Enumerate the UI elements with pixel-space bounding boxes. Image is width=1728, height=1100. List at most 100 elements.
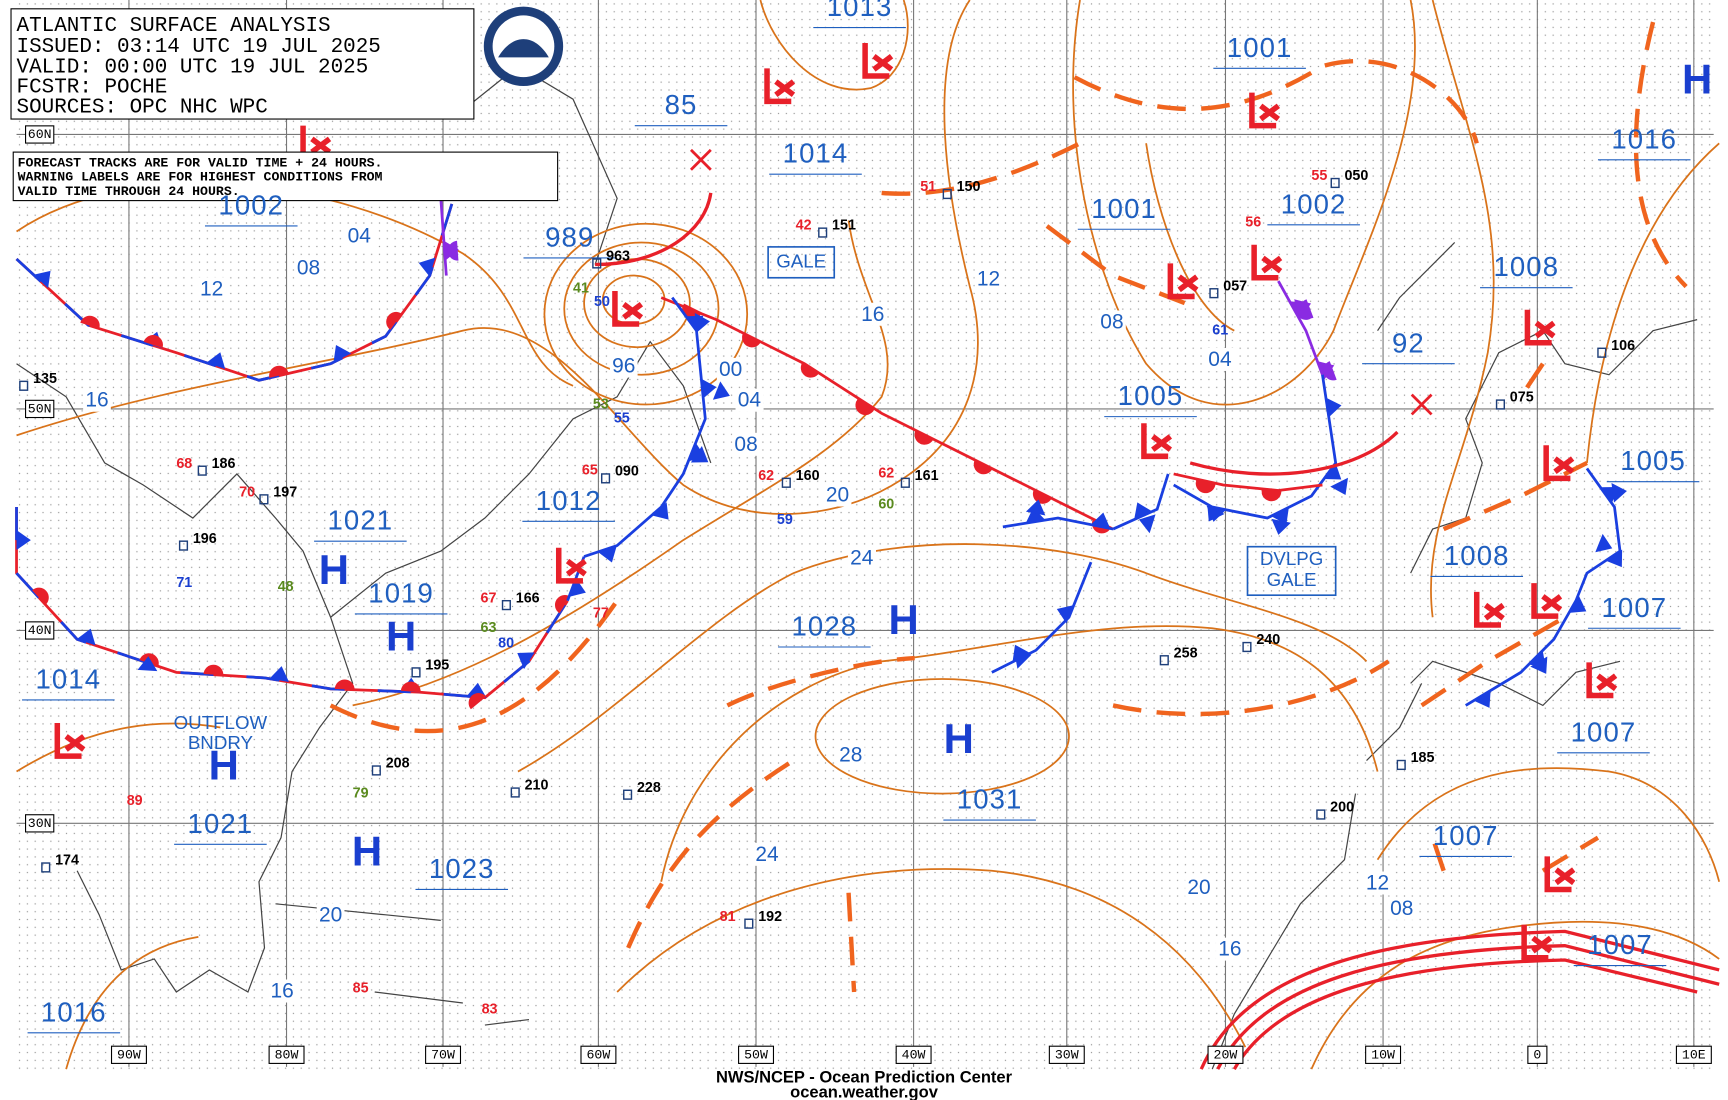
station-value: 71 bbox=[176, 575, 192, 591]
label-box bbox=[25, 814, 55, 833]
isobar-label-bg bbox=[609, 354, 638, 378]
front-pip bbox=[418, 257, 436, 277]
longitude-label: 70W bbox=[431, 1047, 455, 1062]
longitude-label: 90W bbox=[117, 1047, 141, 1062]
longitude-label: 80W bbox=[275, 1047, 299, 1062]
station-marker bbox=[1316, 809, 1326, 820]
warning-label: BNDRY bbox=[188, 732, 254, 753]
pressure-label: 989 bbox=[545, 221, 594, 252]
warning-label: GALE bbox=[1267, 569, 1317, 590]
isobar-label: 20 bbox=[319, 903, 342, 926]
title: ATLANTIC SURFACE ANALYSIS bbox=[17, 15, 331, 38]
isobar-label: 16 bbox=[270, 980, 293, 1003]
station-marker bbox=[942, 188, 952, 200]
front-pip bbox=[1530, 656, 1548, 674]
isobar-label: 08 bbox=[734, 433, 757, 456]
low-symbol bbox=[612, 290, 644, 327]
longitude-label: 10E bbox=[1682, 1047, 1706, 1062]
front-pip bbox=[386, 311, 402, 330]
latitude-label: 40N bbox=[28, 623, 52, 638]
front-pip bbox=[203, 664, 224, 676]
label-box bbox=[25, 621, 55, 640]
pressure-label: 1013 bbox=[827, 0, 893, 22]
station-value: 53 bbox=[593, 396, 609, 412]
station-value: 057 bbox=[1223, 278, 1247, 294]
isobar-label: 08 bbox=[1100, 310, 1123, 333]
isobar bbox=[543, 222, 749, 406]
isobar bbox=[814, 678, 1070, 795]
front-pip bbox=[76, 628, 96, 646]
latitude-label: 50N bbox=[28, 401, 52, 416]
isobar-label-bg bbox=[316, 903, 345, 927]
station-value: 61 bbox=[1212, 322, 1228, 338]
high-center: H bbox=[209, 741, 239, 788]
front-pip bbox=[1323, 463, 1342, 480]
pressure-label: 1028 bbox=[791, 611, 857, 642]
isobar-label: 16 bbox=[85, 389, 108, 412]
station-marker bbox=[600, 473, 611, 484]
pressure-label: 1021 bbox=[188, 808, 254, 839]
station-value: 55 bbox=[1311, 168, 1327, 184]
station-value: 174 bbox=[55, 853, 79, 869]
front-pip bbox=[206, 352, 226, 369]
isobar bbox=[16, 722, 221, 1070]
station-value: 106 bbox=[1611, 338, 1635, 354]
isobar-label-bg bbox=[753, 842, 782, 866]
front-pip bbox=[1300, 299, 1314, 319]
front-pip bbox=[1271, 507, 1289, 525]
isobar-label-bg bbox=[1185, 875, 1213, 899]
station-value: 161 bbox=[915, 468, 939, 484]
station-marker bbox=[781, 477, 791, 488]
front-pip bbox=[973, 459, 993, 475]
low-symbol bbox=[1141, 423, 1173, 460]
front-pip bbox=[554, 595, 571, 614]
fronts bbox=[15, 148, 1720, 1070]
front-pip bbox=[701, 378, 717, 399]
label-box bbox=[1365, 1045, 1402, 1064]
station-value: 200 bbox=[1330, 800, 1354, 816]
longitude-label: 20W bbox=[1214, 1047, 1238, 1062]
station-marker bbox=[1159, 655, 1169, 666]
longitude-label: 10W bbox=[1371, 1047, 1395, 1062]
isobar-label: 20 bbox=[826, 484, 849, 507]
front-pip bbox=[517, 652, 535, 670]
troughs bbox=[329, 21, 1688, 993]
front-pip bbox=[1323, 361, 1337, 381]
station-value: 63 bbox=[480, 620, 496, 636]
low-symbol bbox=[862, 42, 894, 79]
isobar-label: 16 bbox=[861, 303, 884, 326]
front-pip bbox=[1261, 490, 1282, 502]
front-pip bbox=[32, 587, 49, 605]
low-centers bbox=[54, 42, 1618, 961]
isobar bbox=[1586, 142, 1720, 464]
forecast-track bbox=[1189, 430, 1399, 476]
front-pip bbox=[597, 545, 617, 563]
front-line bbox=[1277, 280, 1324, 376]
pressure-label: 1019 bbox=[368, 577, 434, 608]
station-marker bbox=[1242, 641, 1252, 653]
coastlines bbox=[16, 65, 1698, 1070]
note: WARNING LABELS ARE FOR HIGHEST CONDITION… bbox=[18, 170, 383, 185]
pressure-label: 1007 bbox=[1571, 716, 1637, 747]
pressure-label: 1002 bbox=[1281, 188, 1347, 219]
isobar bbox=[660, 625, 1379, 882]
pressure-label: 1001 bbox=[1227, 32, 1293, 63]
isobar bbox=[1145, 143, 1235, 332]
high-center: H bbox=[889, 596, 919, 643]
low-symbol bbox=[1249, 92, 1281, 129]
station-value: 196 bbox=[193, 531, 217, 547]
forecast-track bbox=[595, 192, 713, 267]
isobar-label-bg bbox=[294, 256, 323, 280]
low-symbol bbox=[555, 547, 587, 584]
station-value: 67 bbox=[480, 590, 496, 606]
label-box bbox=[1675, 1045, 1712, 1064]
station-marker bbox=[259, 494, 269, 505]
station-marker bbox=[1495, 399, 1506, 410]
front-line bbox=[15, 203, 454, 382]
station-value: 83 bbox=[482, 1001, 498, 1017]
pressure-label: 1012 bbox=[536, 485, 602, 516]
front-pip bbox=[1138, 514, 1156, 534]
front-pip bbox=[1014, 651, 1032, 669]
longitude-label: 40W bbox=[902, 1047, 926, 1062]
header-box bbox=[10, 8, 475, 120]
